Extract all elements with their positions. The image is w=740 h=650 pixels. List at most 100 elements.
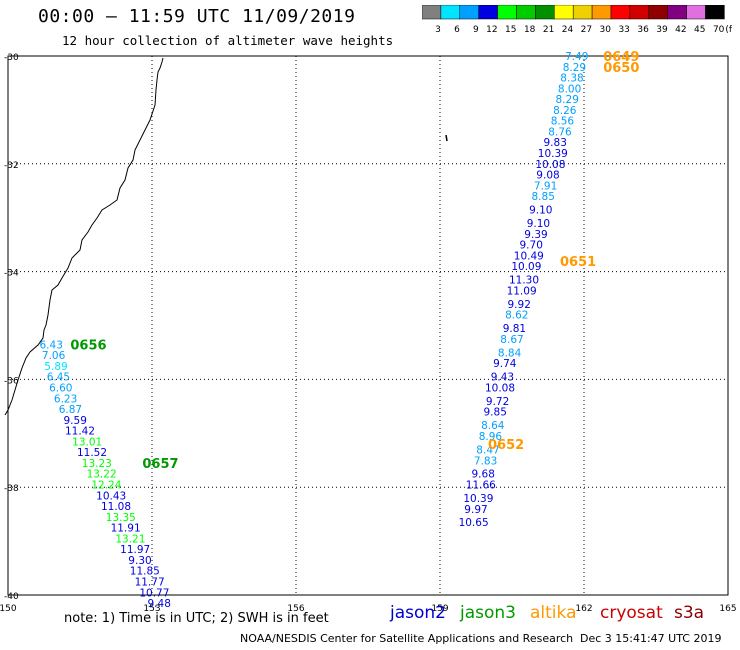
wave-height-label: 9.08 — [536, 170, 559, 182]
axis-labels: -30 -32 -34 -36 -38 -40 150 153 156 159 162 165 — [0, 53, 737, 614]
legend-bin-label: 27 — [581, 25, 592, 35]
wave-height-label: 8.26 — [553, 105, 577, 117]
wave-height-label: 9.74 — [493, 358, 517, 370]
wave-height-label: 6.45 — [47, 372, 70, 384]
wave-height-label: 13.21 — [115, 533, 145, 545]
legend-swatch — [705, 5, 725, 20]
wave-height-label: 11.30 — [509, 275, 539, 287]
pass-time-label: 0649 — [603, 50, 639, 65]
wave-height-label: 10.39 — [463, 493, 493, 505]
wave-height-label: 10.09 — [511, 261, 541, 273]
legend-bin-label: 70 — [713, 25, 725, 35]
satellite-key-jason2: jason2 — [390, 603, 446, 623]
legend-swatch — [686, 5, 706, 20]
wave-height-label: 8.76 — [548, 126, 572, 138]
wave-height-label: 9.92 — [508, 299, 531, 311]
coastline — [4, 57, 164, 416]
legend-swatch — [422, 5, 442, 20]
legend-swatch — [610, 5, 631, 20]
wave-height-label: 7.83 — [474, 455, 497, 467]
wave-height-label: 9.43 — [491, 372, 514, 384]
lat-tick-label: -32 — [4, 161, 19, 171]
wave-height-label: 11.66 — [466, 480, 496, 492]
wave-height-label: 10.08 — [485, 382, 515, 394]
legend-bin-label: 3 — [435, 25, 441, 35]
page-title: 00:00 – 11:59 UTC 11/09/2019 — [38, 6, 356, 27]
wave-height-label: 7.49 — [565, 51, 588, 63]
legend-bin-label: 33 — [618, 25, 629, 35]
wave-height-label: 6.23 — [54, 393, 77, 405]
lat-tick-label: -38 — [4, 484, 19, 494]
island-mark — [445, 134, 448, 142]
wave-height-label: 11.42 — [65, 426, 95, 438]
pass-time-label: 0652 — [488, 438, 524, 453]
satellite-key-altika: altika — [530, 603, 577, 623]
legend-bin-label: 42 — [675, 25, 686, 35]
wave-height-label: 8.47 — [476, 444, 499, 456]
legend-bin-label: 15 — [505, 25, 516, 35]
wave-height-label: 13.35 — [106, 512, 136, 524]
wave-height-label: 10.65 — [459, 517, 489, 529]
legend-swatch — [516, 5, 536, 20]
wave-height-label: 10.08 — [535, 159, 565, 171]
legend-bin-label: 18 — [524, 25, 536, 35]
lon-tick-label: 159 — [431, 604, 448, 614]
pass-time-label: 0657 — [142, 457, 178, 472]
legend-swatch — [459, 5, 479, 20]
satellite-key-cryosat: cryosat — [600, 603, 663, 623]
legend-bin-label: 39 — [656, 25, 668, 35]
altimeter-tracks: 6.437.065.896.456.606.236.879.5911.4213.… — [40, 50, 640, 610]
lat-tick-label: -30 — [4, 53, 19, 63]
wave-height-label: 8.62 — [505, 310, 528, 322]
wave-height-label: 8.56 — [551, 116, 575, 128]
wave-height-label: 10.39 — [538, 148, 568, 160]
wave-height-label: 5.89 — [44, 361, 67, 373]
wave-height-label: 9.83 — [544, 137, 567, 149]
lon-tick-label: 165 — [719, 604, 736, 614]
lat-tick-label: -40 — [4, 592, 19, 602]
wave-height-label: 11.77 — [135, 577, 165, 589]
wave-height-label: 9.85 — [484, 407, 507, 419]
legend-bin-label: 6 — [454, 25, 460, 35]
wave-height-label: 9.48 — [148, 598, 171, 610]
wave-height-label: 6.60 — [49, 382, 72, 394]
wave-height-label: 6.43 — [40, 339, 63, 351]
pass-time-label: 0651 — [560, 255, 596, 270]
lon-tick-label: 150 — [0, 604, 17, 614]
wave-height-label: 9.72 — [486, 396, 509, 408]
lon-tick-label: 162 — [575, 604, 592, 614]
lat-tick-label: -34 — [4, 269, 19, 279]
wave-height-label: 11.85 — [130, 566, 160, 578]
wave-height-label: 13.23 — [82, 458, 112, 470]
wave-height-label: 7.91 — [534, 180, 557, 192]
legend-swatch — [554, 5, 574, 20]
legend-bin-label: 12 — [486, 25, 497, 35]
wave-height-label: 8.85 — [532, 191, 555, 203]
wave-height-label: 9.10 — [529, 205, 552, 217]
legend-bin-label: 45 — [694, 25, 705, 35]
legend-bin-label: 30 — [600, 25, 612, 35]
wave-height-label: 8.96 — [479, 431, 503, 443]
wave-height-label: 11.08 — [101, 501, 131, 513]
legend-swatch — [478, 5, 498, 20]
legend-bin-label: 21 — [543, 25, 554, 35]
legend-swatch — [535, 5, 555, 20]
legend-swatch — [667, 5, 687, 20]
wave-height-label: 8.84 — [498, 347, 522, 359]
wave-height-label: 9.59 — [64, 415, 87, 427]
legend-unit-label: (ft) — [725, 25, 732, 35]
wave-height-label: 9.70 — [520, 240, 543, 252]
legend-swatch — [648, 5, 668, 20]
wave-height-label: 12.24 — [91, 480, 121, 492]
legend-swatch — [629, 5, 650, 20]
page-subtitle: 12 hour collection of altimeter wave hei… — [62, 33, 394, 48]
legend-bin-label: 24 — [562, 25, 574, 35]
wave-height-label: 13.22 — [87, 469, 117, 481]
lon-tick-label: 153 — [143, 604, 160, 614]
lat-tick-label: -36 — [4, 376, 19, 386]
wave-height-label: 11.52 — [77, 447, 107, 459]
map-frame — [7, 55, 729, 596]
wave-height-label: 11.09 — [507, 285, 537, 297]
